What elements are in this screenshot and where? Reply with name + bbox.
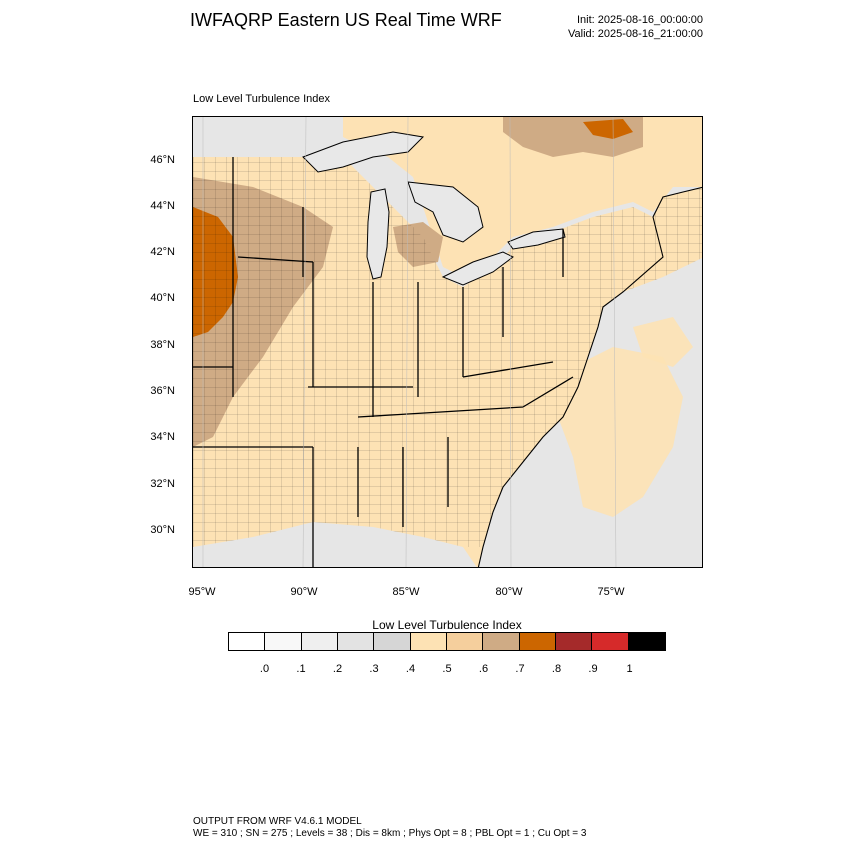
page-title: IWFAQRP Eastern US Real Time WRF [190,10,502,30]
lon-tick-label: 90°W [290,586,318,598]
map-frame [192,116,703,568]
lake-ontario [507,228,566,250]
colorbar-bin [410,633,447,650]
colorbar-bin [337,633,375,650]
canada-land [343,117,702,277]
colorbar-bin [555,633,593,650]
graticule [202,117,617,567]
state-borders [193,157,574,567]
colorbar-label: .5 [442,663,452,675]
colorbar-bin [301,633,338,650]
lat-tick-label: 42°N [150,246,175,258]
lon-tick-label: 95°W [188,586,216,598]
colorbar-title: Low Level Turbulence Index [372,618,522,632]
lat-tick-label: 30°N [150,524,175,536]
lake-erie [441,251,514,286]
lat-tick-label: 36°N [150,385,175,397]
init-time: Init: 2025-08-16_00:00:00 [577,14,703,26]
colorbar-bin [229,633,266,650]
model-info-line: OUTPUT FROM WRF V4.6.1 MODEL [193,816,362,827]
valid-time: Valid: 2025-08-16_21:00:00 [568,28,703,40]
colorbar-bin [592,633,629,650]
colorbar-label: .3 [369,663,379,675]
offshore-turb-patch-2 [633,317,693,367]
lon-tick-label: 80°W [495,586,523,598]
lat-tick-label: 40°N [150,292,175,304]
colorbar-bin [628,633,665,650]
lake-michigan [366,188,390,280]
colorbar-label: .1 [296,663,306,675]
lat-tick-label: 44°N [150,200,175,212]
model-config-line: WE = 310 ; SN = 275 ; Levels = 38 ; Dis … [193,828,587,839]
colorbar-bin [265,633,302,650]
colorbar [228,632,666,651]
lake-huron [407,181,484,243]
colorbar-bin [446,633,484,650]
map-subtitle: Low Level Turbulence Index [193,93,330,105]
lon-tick-label: 85°W [392,586,420,598]
lat-tick-label: 38°N [150,339,175,351]
canada-high-turb-patch [583,119,633,139]
colorbar-label: .4 [405,663,416,675]
colorbar-label: .7 [515,663,525,675]
lat-tick-label: 46°N [150,154,175,166]
colorbar-label: .2 [332,663,343,675]
colorbar-label: 1 [626,663,633,675]
lat-tick-label: 32°N [150,478,175,490]
colorbar-label: .8 [551,663,562,675]
turbulence-map [193,117,702,567]
colorbar-label: .9 [588,663,598,675]
county-lines [193,157,702,547]
offshore-turb-patch-1 [553,347,683,517]
colorbar-bin [483,633,520,650]
colorbar-bin [374,633,411,650]
colorbar-bin [519,633,556,650]
gulf-of-mexico [193,522,477,567]
lat-tick-label: 34°N [150,431,175,443]
atlantic-coastline [477,186,702,567]
colorbar-label: .6 [478,663,489,675]
colorbar-label: .0 [259,663,270,675]
lon-tick-label: 75°W [597,586,625,598]
